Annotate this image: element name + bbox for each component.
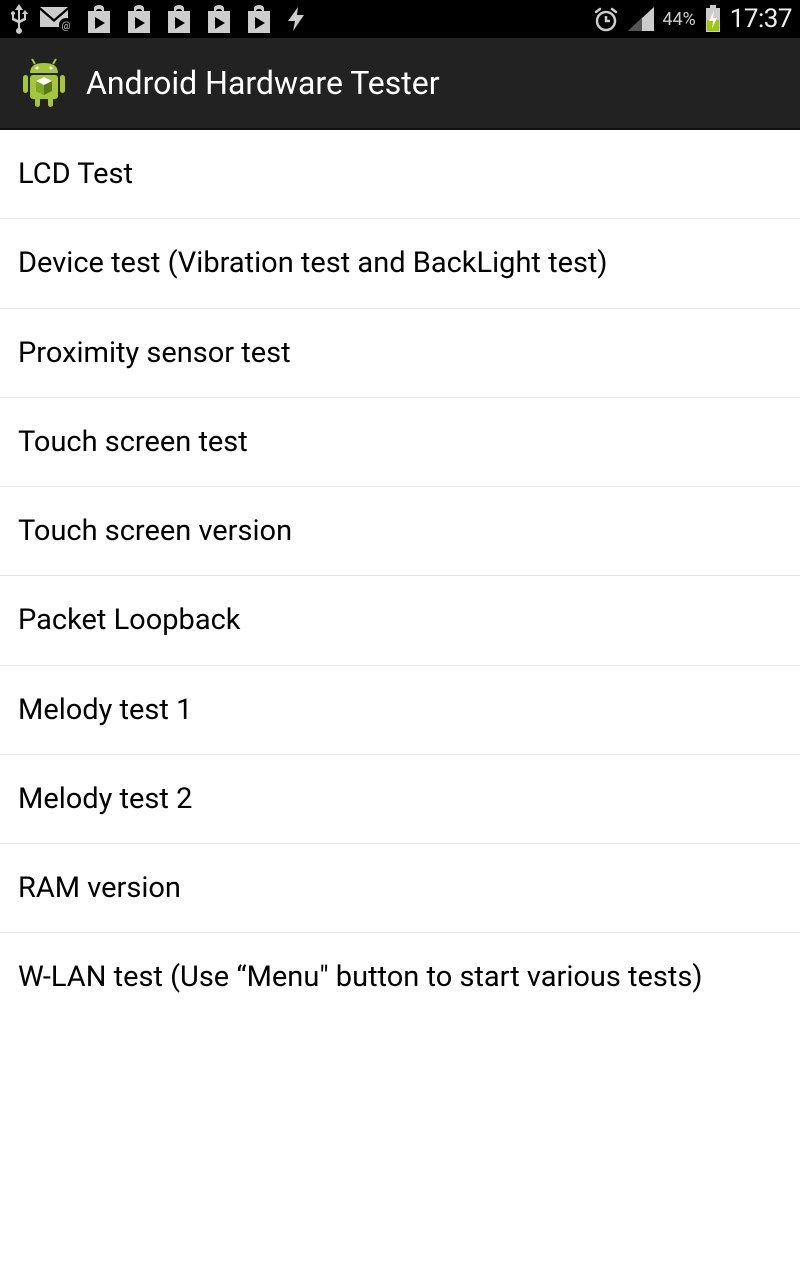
test-list: LCD Test Device test (Vibration test and…	[0, 130, 800, 1022]
list-item[interactable]: Melody test 2	[0, 755, 800, 844]
list-item[interactable]: Touch screen test	[0, 398, 800, 487]
alarm-icon	[592, 5, 620, 33]
list-item[interactable]: Proximity sensor test	[0, 309, 800, 398]
list-item[interactable]: LCD Test	[0, 130, 800, 219]
play-store-icon-4	[204, 5, 234, 33]
status-bar: @ 44% 17:37	[0, 0, 800, 38]
lightning-icon	[284, 5, 308, 33]
clock: 17:37	[730, 4, 792, 34]
app-icon	[16, 55, 72, 111]
app-title: Android Hardware Tester	[86, 64, 440, 102]
list-item[interactable]: Touch screen version	[0, 487, 800, 576]
play-store-icon-1	[84, 5, 114, 33]
svg-text:@: @	[62, 21, 71, 31]
action-bar: Android Hardware Tester	[0, 38, 800, 130]
play-store-icon-2	[124, 5, 154, 33]
list-item[interactable]: Packet Loopback	[0, 576, 800, 665]
list-item[interactable]: RAM version	[0, 844, 800, 933]
email-icon: @	[40, 7, 74, 31]
battery-icon	[704, 5, 722, 33]
play-store-icon-5	[244, 5, 274, 33]
list-item[interactable]: Melody test 1	[0, 666, 800, 755]
status-right-icons: 44% 17:37	[592, 4, 792, 34]
battery-percent: 44%	[662, 9, 695, 30]
signal-icon	[628, 7, 654, 31]
list-item[interactable]: W-LAN test (Use “Menu" button to start v…	[0, 933, 800, 1021]
play-store-icon-3	[164, 5, 194, 33]
usb-icon	[8, 4, 30, 34]
list-item[interactable]: Device test (Vibration test and BackLigh…	[0, 219, 800, 308]
status-left-icons: @	[8, 4, 308, 34]
